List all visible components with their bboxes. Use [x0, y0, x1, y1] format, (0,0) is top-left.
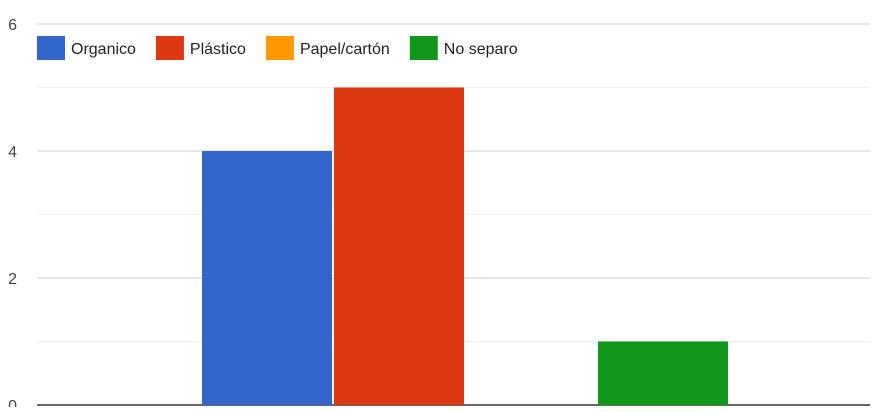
y-tick-label: 6	[8, 17, 17, 34]
y-tick-label: 0	[8, 398, 17, 407]
legend-label-organico: Organico	[71, 41, 136, 58]
legend-swatch-no-separo	[409, 36, 438, 60]
legend-label-pl-stico: Plástico	[190, 41, 246, 58]
legend-label-papel-cart-n: Papel/cartón	[300, 41, 390, 58]
legend-swatch-organico	[37, 36, 65, 60]
y-tick-label: 2	[8, 271, 17, 288]
legend-label-no-separo: No separo	[444, 41, 518, 58]
bars	[202, 87, 728, 405]
bar-pl-stico	[334, 87, 464, 405]
bar-organico	[202, 151, 332, 405]
y-axis: 0 2 4 6	[8, 17, 17, 412]
y-tick-label: 4	[8, 144, 17, 161]
legend: Organico Plástico Papel/cartón No separo	[37, 36, 518, 60]
legend-swatch-pl-stico	[155, 36, 184, 60]
legend-swatch-papel-cart-n	[265, 36, 294, 60]
bar-no-separo	[598, 341, 728, 405]
